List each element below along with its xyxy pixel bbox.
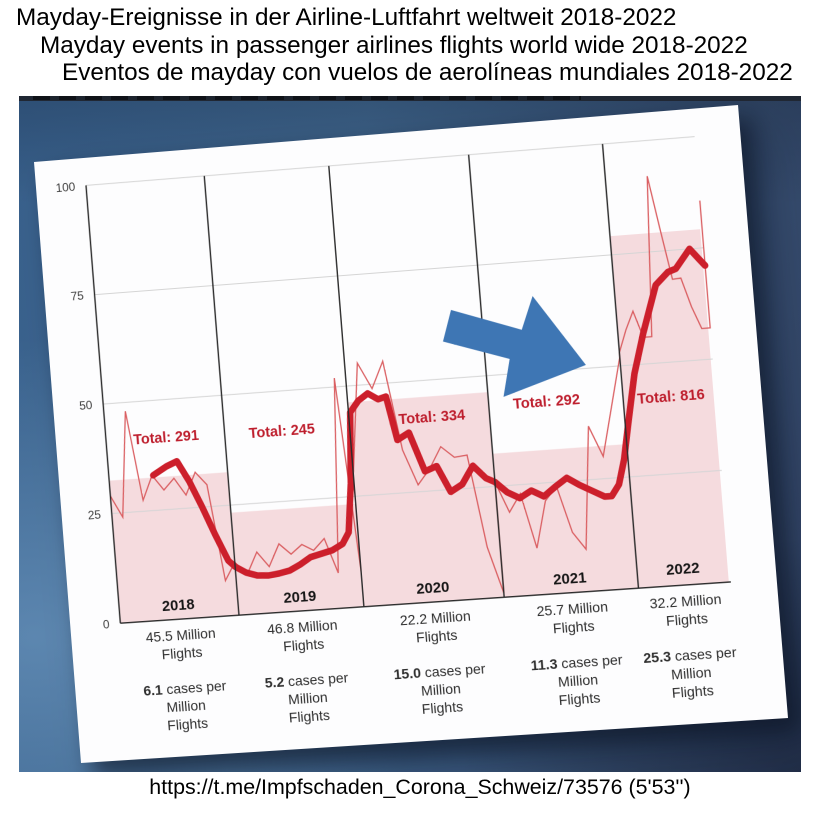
svg-text:45.5 Million: 45.5 Million — [145, 624, 216, 645]
svg-text:15.0 cases per: 15.0 cases per — [393, 660, 486, 682]
svg-text:25.3 cases per: 25.3 cases per — [643, 644, 738, 667]
svg-text:75: 75 — [70, 289, 85, 304]
svg-text:Flights: Flights — [558, 689, 601, 708]
svg-text:46.8 Million: 46.8 Million — [267, 616, 338, 637]
svg-text:Flights: Flights — [671, 682, 714, 701]
svg-text:50: 50 — [79, 398, 94, 413]
svg-text:Total: 334: Total: 334 — [398, 407, 466, 428]
svg-text:Million: Million — [420, 680, 461, 699]
svg-text:2018: 2018 — [161, 597, 195, 615]
svg-text:Flights: Flights — [552, 617, 595, 636]
svg-text:Flights: Flights — [167, 715, 209, 734]
svg-text:Million: Million — [288, 689, 329, 708]
svg-text:22.2 Million: 22.2 Million — [399, 607, 471, 628]
svg-text:2019: 2019 — [283, 588, 317, 606]
svg-text:2022: 2022 — [666, 560, 701, 579]
svg-text:Flights: Flights — [421, 698, 464, 717]
svg-text:Total: 245: Total: 245 — [248, 421, 315, 442]
svg-text:2020: 2020 — [416, 579, 450, 598]
svg-text:Flights: Flights — [665, 610, 708, 629]
svg-text:Total: 291: Total: 291 — [133, 428, 200, 449]
svg-text:Total: 816: Total: 816 — [637, 387, 706, 408]
svg-text:25: 25 — [87, 507, 102, 522]
svg-text:Million: Million — [557, 671, 598, 690]
svg-text:25.7 Million: 25.7 Million — [536, 598, 609, 619]
svg-text:0: 0 — [102, 617, 110, 632]
svg-text:100: 100 — [55, 179, 76, 195]
svg-text:6.1 cases per: 6.1 cases per — [143, 677, 227, 699]
svg-text:Flights: Flights — [288, 707, 330, 726]
svg-text:Flights: Flights — [415, 626, 458, 645]
svg-text:Flights: Flights — [283, 635, 325, 654]
svg-text:Total: 292: Total: 292 — [512, 392, 580, 413]
svg-text:Million: Million — [166, 697, 206, 716]
svg-text:Million: Million — [671, 664, 713, 683]
svg-text:Flights: Flights — [161, 643, 203, 662]
svg-text:11.3 cases per: 11.3 cases per — [530, 651, 623, 673]
svg-text:32.2 Million: 32.2 Million — [649, 590, 722, 611]
svg-text:2021: 2021 — [553, 570, 587, 589]
svg-text:5.2 cases per: 5.2 cases per — [264, 669, 349, 691]
